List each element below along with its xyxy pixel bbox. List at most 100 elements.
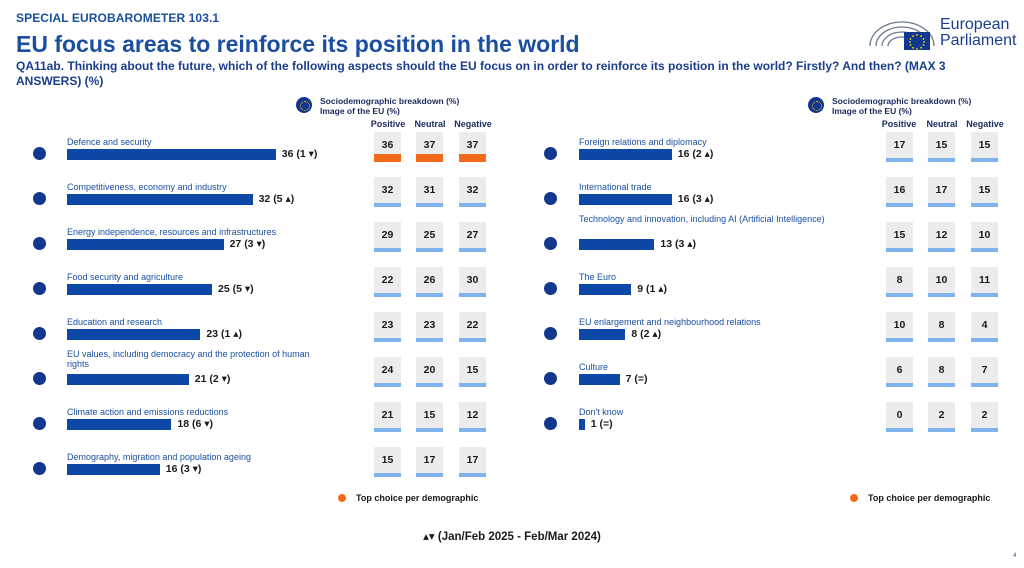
top-choice-note-left: Top choice per demographic <box>338 493 478 503</box>
breakdown-cell-positive: 15 <box>374 447 401 477</box>
value-label: 27 (3 ▾) <box>229 238 266 250</box>
breakdown-value: 31 <box>423 184 436 196</box>
breakdown-cell-positive: 21 <box>374 402 401 432</box>
breakdown-bar <box>416 293 443 297</box>
row-bullet-icon <box>33 417 46 430</box>
breakdown-bar <box>928 383 955 387</box>
breakdown-cell-neutral: 17 <box>928 177 955 207</box>
breakdown-cell-positive: 16 <box>886 177 913 207</box>
legend-title: Sociodemographic breakdown (%) <box>832 96 972 106</box>
breakdown-cell-negative: 22 <box>459 312 486 342</box>
breakdown-cell-negative: 17 <box>459 447 486 477</box>
category-label: Technology and innovation, including AI … <box>579 214 825 224</box>
breakdown-value: 36 <box>381 139 394 151</box>
row-bullet-icon <box>33 147 46 160</box>
page-title: EU focus areas to reinforce its position… <box>16 31 580 57</box>
breakdown-cell-negative: 10 <box>971 222 998 252</box>
breakdown-cell-neutral: 31 <box>416 177 443 207</box>
category-label: EU enlargement and neighbourhood relatio… <box>579 317 761 327</box>
breakdown-cell-neutral: 26 <box>416 267 443 297</box>
category-label: Defence and security <box>67 137 152 147</box>
breakdown-value: 10 <box>893 319 906 331</box>
breakdown-bar <box>459 154 486 162</box>
value-bar <box>579 194 672 205</box>
breakdown-bar <box>416 248 443 252</box>
breakdown-value: 11 <box>978 274 991 286</box>
value-bar <box>67 239 224 250</box>
value-label: 21 (2 ▾) <box>194 373 231 385</box>
breakdown-bar <box>374 473 401 477</box>
breakdown-value: 12 <box>466 409 479 421</box>
breakdown-cell-neutral: 15 <box>416 402 443 432</box>
breakdown-value: 23 <box>381 319 394 331</box>
breakdown-value: 10 <box>935 274 948 286</box>
row-bullet-icon <box>33 192 46 205</box>
col-header-negative: Negative <box>966 119 1004 129</box>
breakdown-cell-negative: 11 <box>971 267 998 297</box>
breakdown-bar <box>374 293 401 297</box>
breakdown-cell-negative: 27 <box>459 222 486 252</box>
breakdown-bar <box>416 428 443 432</box>
value-bar <box>67 374 189 385</box>
breakdown-bar <box>374 248 401 252</box>
value-label: 23 (1 ▴) <box>206 328 243 340</box>
breakdown-bar <box>971 203 998 207</box>
row-bullet-icon <box>544 327 557 340</box>
breakdown-bar <box>459 203 486 207</box>
breakdown-value: 17 <box>466 454 479 466</box>
breakdown-cell-negative: 2 <box>971 402 998 432</box>
breakdown-bar <box>374 428 401 432</box>
breakdown-bar <box>971 428 998 432</box>
value-label: 16 (3 ▾) <box>165 463 202 475</box>
breakdown-cell-neutral: 37 <box>416 132 443 162</box>
breakdown-bar <box>971 383 998 387</box>
col-header-neutral: Neutral <box>926 119 958 129</box>
breakdown-bar <box>374 203 401 207</box>
breakdown-value: 0 <box>896 409 903 421</box>
value-bar <box>579 149 672 160</box>
breakdown-bar <box>416 203 443 207</box>
breakdown-value: 16 <box>893 184 906 196</box>
eu-flag-icon <box>296 97 312 113</box>
breakdown-cell-positive: 24 <box>374 357 401 387</box>
breakdown-bar <box>459 248 486 252</box>
row-bullet-icon <box>33 237 46 250</box>
breakdown-cell-positive: 17 <box>886 132 913 162</box>
breakdown-bar <box>459 383 486 387</box>
legend-right: Sociodemographic breakdown (%) Image of … <box>808 96 971 116</box>
breakdown-cell-negative: 15 <box>459 357 486 387</box>
breakdown-bar <box>928 248 955 252</box>
row-bullet-icon <box>544 372 557 385</box>
breakdown-cell-neutral: 8 <box>928 312 955 342</box>
row-bullet-icon <box>544 147 557 160</box>
breakdown-bar <box>416 473 443 477</box>
value-bar <box>579 284 632 295</box>
breakdown-bar <box>459 338 486 342</box>
value-bar <box>579 329 626 340</box>
row-bullet-icon <box>33 327 46 340</box>
breakdown-cell-negative: 4 <box>971 312 998 342</box>
breakdown-bar <box>459 428 486 432</box>
breakdown-cell-negative: 37 <box>459 132 486 162</box>
breakdown-value: 23 <box>423 319 436 331</box>
breakdown-bar <box>971 293 998 297</box>
col-header-neutral: Neutral <box>414 119 446 129</box>
breakdown-value: 32 <box>381 184 394 196</box>
breakdown-cell-neutral: 20 <box>416 357 443 387</box>
breakdown-value: 6 <box>896 364 903 376</box>
category-label: Demography, migration and population age… <box>67 452 251 462</box>
top-choice-label: Top choice per demographic <box>868 493 991 503</box>
breakdown-cell-positive: 36 <box>374 132 401 162</box>
question-text: QA11ab. Thinking about the future, which… <box>16 59 946 88</box>
breakdown-value: 25 <box>423 229 436 241</box>
category-label: Energy independence, resources and infra… <box>67 227 277 237</box>
breakdown-cell-neutral: 8 <box>928 357 955 387</box>
category-label: Education and research <box>67 317 163 327</box>
breakdown-value: 17 <box>893 139 906 151</box>
row-bullet-icon <box>544 192 557 205</box>
period-footnote: ▴▾ (Jan/Feb 2025 - Feb/Mar 2024) <box>423 531 601 543</box>
col-header-positive: Positive <box>881 119 917 129</box>
breakdown-cell-negative: 15 <box>971 177 998 207</box>
breakdown-bar <box>374 383 401 387</box>
value-label: 7 (=) <box>625 373 648 385</box>
